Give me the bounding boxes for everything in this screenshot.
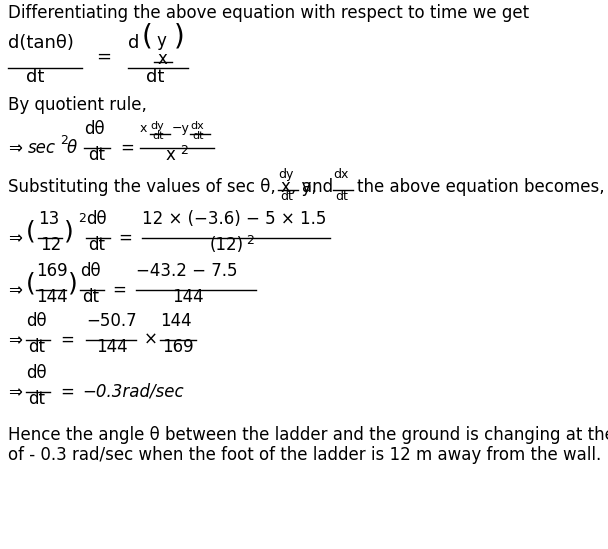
Text: ⇒: ⇒: [8, 139, 22, 157]
Text: By quotient rule,: By quotient rule,: [8, 96, 147, 114]
Text: −y: −y: [172, 122, 190, 135]
Text: dθ: dθ: [26, 312, 47, 330]
Text: ): ): [64, 220, 74, 244]
Text: dθ: dθ: [26, 364, 47, 382]
Text: Hence the angle θ between the ladder and the ground is changing at the rate: Hence the angle θ between the ladder and…: [8, 426, 608, 444]
Text: dt: dt: [146, 68, 164, 86]
Text: Substituting the values of sec θ, x, y,: Substituting the values of sec θ, x, y,: [8, 178, 317, 196]
Text: 2: 2: [78, 212, 86, 225]
Text: 144: 144: [172, 288, 204, 306]
Text: 12 × (−3.6) − 5 × 1.5: 12 × (−3.6) − 5 × 1.5: [142, 210, 326, 228]
Text: −50.7: −50.7: [86, 312, 137, 330]
Text: dy: dy: [150, 121, 164, 131]
Text: Differentiating the above equation with respect to time we get: Differentiating the above equation with …: [8, 4, 529, 22]
Text: and: and: [302, 178, 333, 196]
Text: 144: 144: [96, 338, 128, 356]
Text: 12: 12: [40, 236, 61, 254]
Text: (12): (12): [210, 236, 244, 254]
Text: dx: dx: [333, 168, 348, 181]
Text: x: x: [158, 50, 168, 68]
Text: sec: sec: [28, 139, 56, 157]
Text: dθ: dθ: [84, 120, 105, 138]
Text: dx: dx: [190, 121, 204, 131]
Text: dt: dt: [280, 190, 293, 203]
Text: dt: dt: [335, 190, 348, 203]
Text: −43.2 − 7.5: −43.2 − 7.5: [136, 262, 238, 280]
Text: dt: dt: [88, 146, 105, 164]
Text: ×: ×: [144, 331, 158, 349]
Text: the above equation becomes,: the above equation becomes,: [357, 178, 604, 196]
Text: d(tanθ): d(tanθ): [8, 34, 74, 52]
Text: 144: 144: [160, 312, 192, 330]
Text: −0.3rad/sec: −0.3rad/sec: [82, 383, 184, 401]
Text: dt: dt: [82, 288, 99, 306]
Text: 169: 169: [36, 262, 67, 280]
Text: =: =: [118, 229, 132, 247]
Text: ⇒: ⇒: [8, 229, 22, 247]
Text: x: x: [140, 122, 147, 135]
Text: =: =: [96, 48, 111, 66]
Text: =: =: [60, 331, 74, 349]
Text: ): ): [68, 272, 78, 296]
Text: dt: dt: [28, 390, 45, 408]
Text: x: x: [166, 146, 176, 164]
Text: =: =: [60, 383, 74, 401]
Text: (: (: [142, 22, 153, 50]
Text: dt: dt: [192, 131, 204, 141]
Text: ⇒: ⇒: [8, 383, 22, 401]
Text: ⇒: ⇒: [8, 281, 22, 299]
Text: d: d: [128, 34, 139, 52]
Text: ⇒: ⇒: [8, 331, 22, 349]
Text: 2: 2: [180, 144, 188, 157]
Text: θ: θ: [67, 139, 77, 157]
Text: dt: dt: [152, 131, 164, 141]
Text: =: =: [120, 139, 134, 157]
Text: (: (: [26, 220, 36, 244]
Text: 2: 2: [60, 133, 68, 147]
Text: 169: 169: [162, 338, 193, 356]
Text: (: (: [26, 272, 36, 296]
Text: 144: 144: [36, 288, 67, 306]
Text: dθ: dθ: [80, 262, 101, 280]
Text: dt: dt: [88, 236, 105, 254]
Text: dθ: dθ: [86, 210, 106, 228]
Text: dt: dt: [26, 68, 44, 86]
Text: y: y: [156, 32, 166, 50]
Text: =: =: [112, 281, 126, 299]
Text: dt: dt: [28, 338, 45, 356]
Text: 2: 2: [246, 234, 254, 247]
Text: dy: dy: [278, 168, 294, 181]
Text: of - 0.3 rad/sec when the foot of the ladder is 12 m away from the wall.: of - 0.3 rad/sec when the foot of the la…: [8, 446, 601, 464]
Text: 13: 13: [38, 210, 59, 228]
Text: ): ): [174, 22, 185, 50]
